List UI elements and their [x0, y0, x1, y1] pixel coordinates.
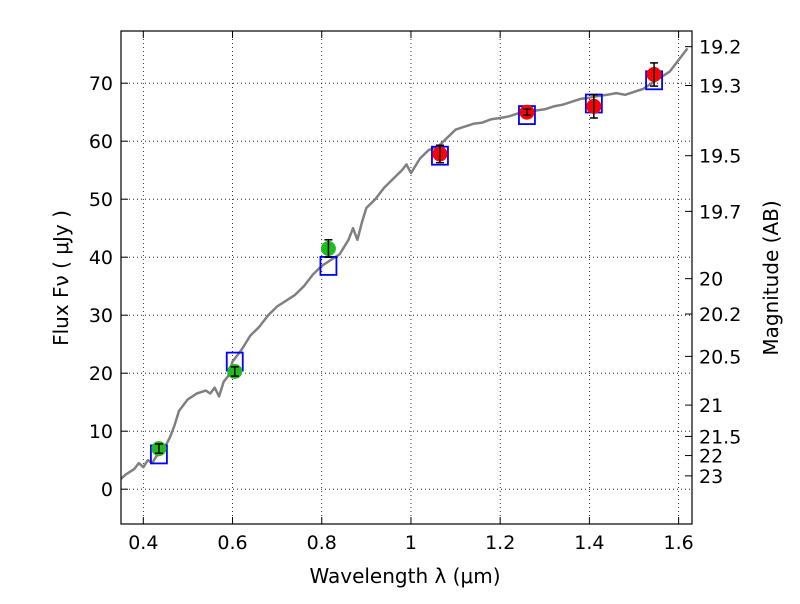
y-tick-label: 30 — [89, 305, 113, 327]
x-axis-label: Wavelength λ (μm) — [309, 564, 500, 588]
y-tick-label: 70 — [89, 73, 113, 95]
x-tick-label: 1 — [405, 532, 417, 554]
right-tick-label: 20 — [699, 269, 723, 291]
y-tick-label: 0 — [101, 479, 113, 501]
grid — [121, 31, 692, 524]
spectrum-line — [121, 47, 689, 480]
y-tick-label: 50 — [89, 189, 113, 211]
right-tick-label: 22 — [699, 446, 723, 468]
right-tick-label: 19.3 — [699, 76, 741, 98]
right-tick-label: 21 — [699, 395, 723, 417]
plot-area — [121, 47, 689, 480]
x-tick-label: 0.8 — [307, 532, 337, 554]
x-tick-label: 0.6 — [217, 532, 247, 554]
right-axis-label: Magnitude (AB) — [759, 200, 783, 355]
right-tick-label: 23 — [699, 466, 723, 488]
ticks: 0.4 0.6 0.8 1 1.2 1.4 1.6 0 10 20 30 40 50 60 70 19.2 19… — [89, 31, 741, 554]
y-axis-label: Flux Fν ( μJy ) — [49, 210, 73, 346]
y-tick-label: 20 — [89, 363, 113, 385]
right-tick-label: 21.5 — [699, 426, 741, 448]
y-tick-label: 60 — [89, 131, 113, 153]
right-tick-label: 19.5 — [699, 146, 741, 168]
right-tick-label: 20.2 — [699, 304, 741, 326]
right-tick-label: 19.7 — [699, 201, 741, 223]
y-tick-label: 40 — [89, 247, 113, 269]
x-tick-label: 1.6 — [664, 532, 694, 554]
plot-frame — [120, 30, 693, 525]
x-tick-label: 1.4 — [574, 532, 604, 554]
x-tick-label: 1.2 — [485, 532, 515, 554]
y-tick-label: 10 — [89, 421, 113, 443]
x-tick-label: 0.4 — [128, 532, 158, 554]
right-tick-label: 19.2 — [699, 37, 741, 59]
right-tick-label: 20.5 — [699, 346, 741, 368]
series-layer — [121, 47, 689, 480]
